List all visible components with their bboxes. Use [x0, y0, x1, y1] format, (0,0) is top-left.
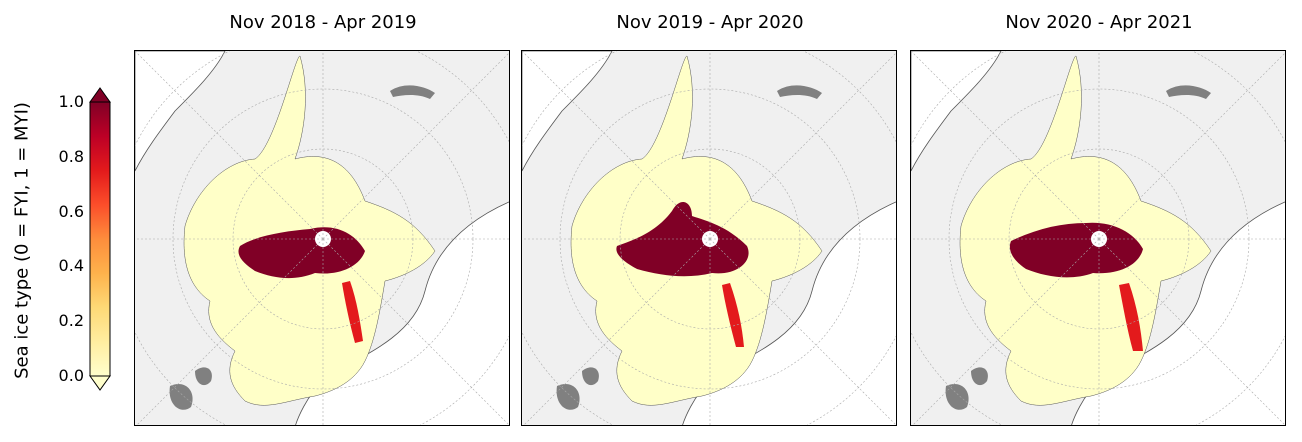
- lake-shape: [556, 383, 580, 410]
- colorbar-tick: 0.2: [58, 311, 84, 330]
- lake-shape: [169, 383, 193, 410]
- lake-shape: [582, 367, 599, 386]
- lake-shape: [945, 383, 969, 410]
- panel-title: Nov 2019 - Apr 2020: [616, 12, 804, 33]
- lake-shape: [390, 85, 435, 99]
- colorbar-tick: 0.0: [58, 366, 84, 385]
- multi-year-ice: [616, 201, 749, 277]
- colorbar-label: Sea ice type (0 = FYI, 1 = MYI): [11, 102, 33, 379]
- lake-shape: [1166, 85, 1211, 99]
- map-panel: [134, 50, 510, 426]
- arctic-map: [522, 51, 896, 425]
- pacific-ocean: [911, 51, 1002, 172]
- multi-year-ice-tongue: [1119, 283, 1143, 351]
- map-panel: [910, 50, 1286, 426]
- panel-title: Nov 2018 - Apr 2019: [229, 12, 417, 33]
- colorbar-max-extend: [89, 87, 111, 103]
- meridian-line: [322, 238, 509, 425]
- meridian-line: [322, 52, 509, 240]
- colorbar-tick: 0.6: [58, 202, 84, 221]
- arctic-map: [911, 51, 1285, 425]
- colorbar-tick: 0.4: [58, 256, 84, 275]
- multi-year-ice-tongue: [722, 283, 744, 347]
- pacific-ocean: [522, 51, 613, 172]
- multi-year-ice: [1009, 222, 1143, 278]
- colorbar-graphic: [89, 87, 111, 391]
- lake-shape: [777, 85, 822, 99]
- pacific-ocean: [135, 51, 226, 172]
- multi-year-ice: [238, 227, 365, 279]
- meridian-line: [136, 238, 324, 425]
- colorbar-tick: 1.0: [58, 92, 84, 111]
- colorbar-min-extend: [89, 375, 111, 391]
- multi-year-ice-tongue: [342, 281, 363, 343]
- lake-shape: [971, 367, 988, 386]
- lake-shape: [195, 367, 212, 386]
- panel-title: Nov 2020 - Apr 2021: [1005, 12, 1193, 33]
- colorbar-ramp: [89, 101, 111, 377]
- colorbar-tick: 0.8: [58, 147, 84, 166]
- map-panel: [521, 50, 897, 426]
- arctic-map: [135, 51, 509, 425]
- meridian-line: [135, 51, 324, 240]
